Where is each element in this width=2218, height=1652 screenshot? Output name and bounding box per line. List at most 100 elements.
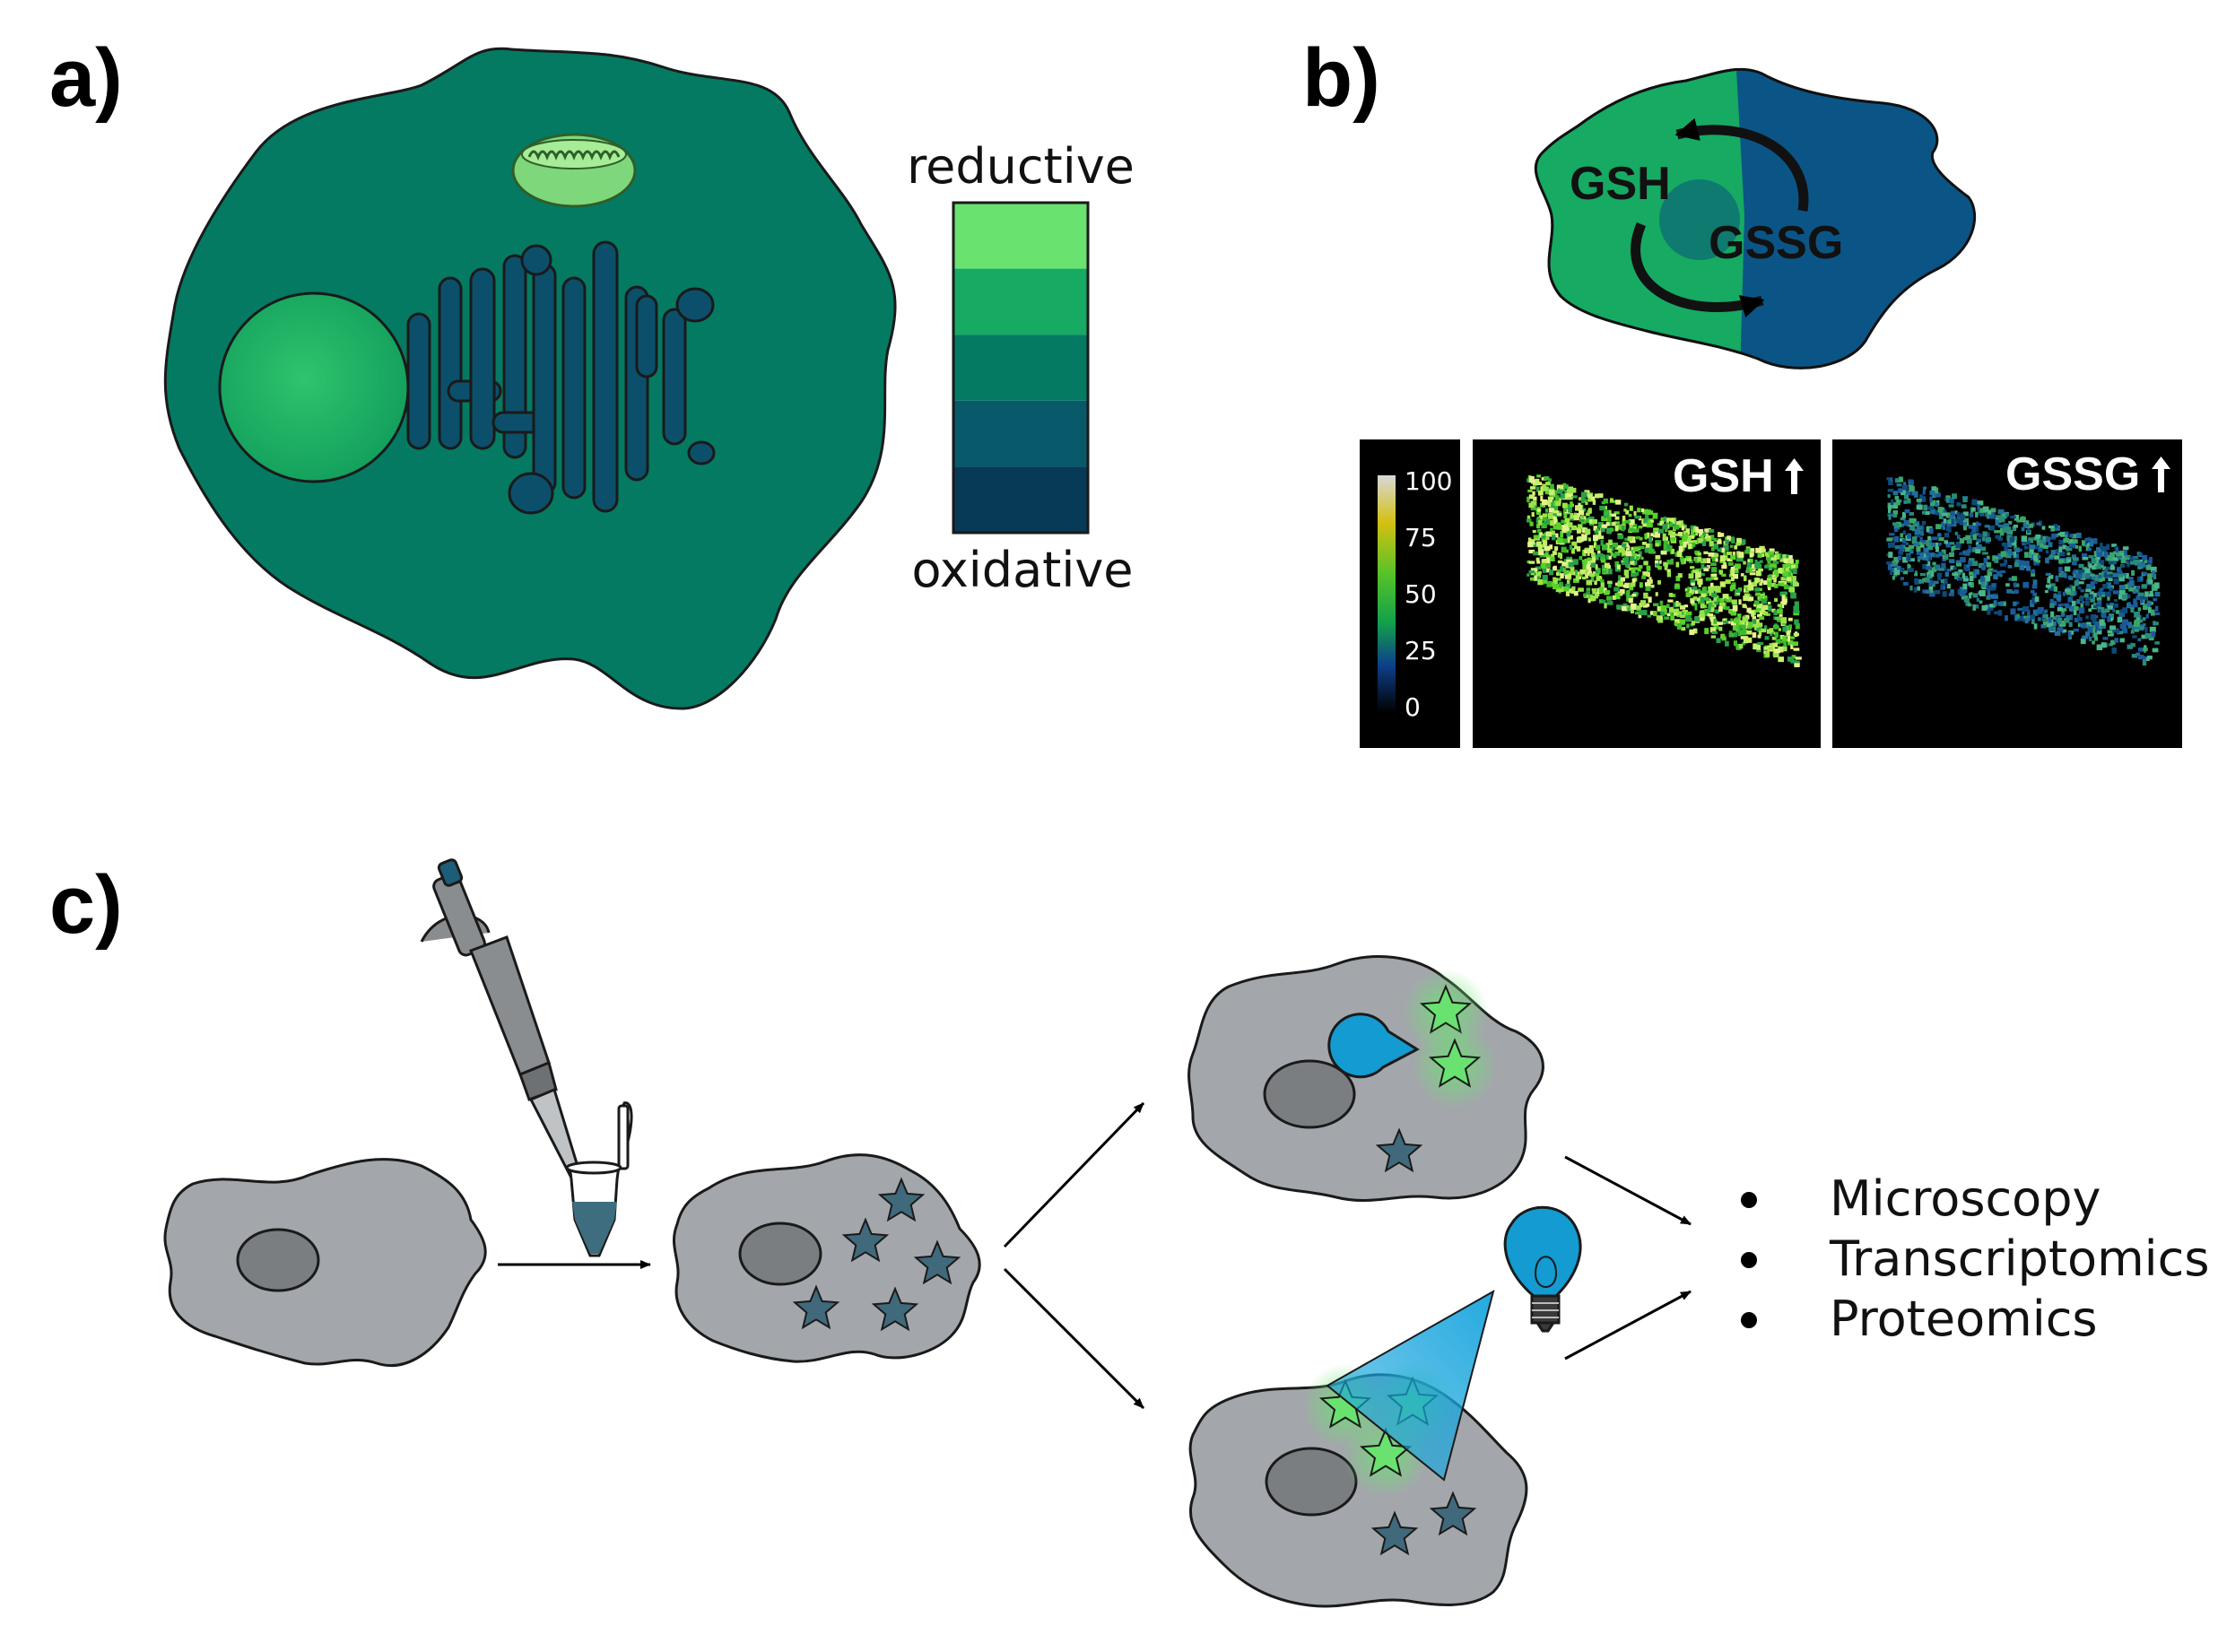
signal-speck — [2130, 607, 2135, 613]
signal-speck — [1711, 567, 1718, 573]
signal-speck — [2122, 592, 2128, 599]
signal-speck — [1762, 611, 1769, 616]
signal-speck — [1928, 586, 1934, 592]
signal-speck — [1609, 522, 1613, 526]
signal-speck — [2062, 544, 2067, 550]
signal-speck — [2048, 525, 2055, 529]
signal-speck — [1732, 625, 1738, 630]
signal-speck — [1558, 587, 1564, 592]
signal-speck — [2090, 596, 2095, 603]
signal-speck — [1759, 616, 1765, 621]
signal-speck — [2147, 573, 2153, 580]
signal-speck — [1576, 526, 1581, 534]
signal-speck — [1927, 574, 1933, 579]
signal-speck — [2129, 556, 2134, 561]
signal-speck — [2118, 589, 2126, 595]
signal-speck — [2027, 524, 2034, 528]
signal-speck — [1640, 600, 1647, 606]
signal-speck — [1914, 578, 1918, 581]
signal-speck — [2080, 603, 2083, 608]
signal-speck — [2009, 537, 2015, 543]
signal-speck — [1668, 593, 1674, 597]
signal-speck — [1566, 559, 1572, 564]
signal-speck — [1971, 507, 1976, 512]
light-beam — [1326, 1289, 1495, 1482]
signal-speck — [1711, 630, 1718, 635]
signal-speck — [1903, 494, 1909, 500]
signal-speck — [1669, 537, 1676, 542]
signal-speck — [2072, 543, 2076, 549]
signal-speck — [1647, 510, 1654, 516]
signal-speck — [1633, 528, 1640, 533]
signal-speck — [1771, 636, 1777, 640]
signal-speck — [2104, 552, 2109, 558]
signal-speck — [1566, 532, 1571, 537]
signal-speck — [2111, 628, 2118, 633]
signal-speck — [1937, 507, 1944, 513]
signal-speck — [1787, 554, 1793, 561]
signal-speck — [1760, 578, 1763, 584]
signal-speck — [2000, 530, 2005, 536]
signal-speck — [1697, 601, 1702, 604]
signal-speck — [1696, 597, 1700, 602]
signal-speck — [1971, 549, 1977, 552]
panel-a-cell-illustration — [163, 47, 897, 710]
signal-speck — [1916, 551, 1920, 555]
signal-speck — [1617, 591, 1623, 596]
signal-speck — [2141, 584, 2147, 589]
signal-speck — [1921, 540, 1926, 543]
signal-speck — [1598, 599, 1604, 604]
signal-speck — [1630, 556, 1635, 561]
signal-speck — [1740, 636, 1746, 639]
signal-speck — [2093, 622, 2100, 626]
signal-speck — [1925, 577, 1930, 583]
signal-speck — [1687, 587, 1691, 592]
signal-speck — [1636, 605, 1641, 610]
signal-speck — [1911, 526, 1916, 532]
signal-speck — [1538, 549, 1544, 555]
signal-speck — [1779, 647, 1784, 653]
signal-speck — [1765, 651, 1770, 657]
signal-speck — [1909, 524, 1915, 531]
signal-speck — [1710, 535, 1715, 541]
colorbar-tick-label: 0 — [1405, 692, 1421, 722]
signal-speck — [2133, 598, 2137, 604]
signal-speck — [2071, 534, 2076, 539]
signal-speck — [1553, 525, 1559, 530]
signal-speck — [1961, 572, 1966, 578]
signal-speck — [1631, 573, 1637, 578]
signal-speck — [1735, 543, 1741, 546]
signal-speck — [2040, 539, 2046, 543]
signal-speck — [1751, 569, 1756, 572]
signal-speck — [1956, 511, 1960, 517]
signal-speck — [1955, 560, 1961, 563]
signal-speck — [2103, 572, 2110, 578]
signal-speck — [1638, 545, 1645, 549]
signal-speck — [1708, 552, 1715, 557]
signal-speck — [1586, 579, 1593, 586]
signal-speck — [1535, 576, 1541, 581]
signal-speck — [1893, 557, 1900, 563]
signal-speck — [1680, 604, 1685, 608]
signal-speck — [2071, 554, 2076, 559]
signal-speck — [1953, 567, 1957, 570]
pipette-icon — [420, 858, 587, 1195]
signal-speck — [1908, 568, 1914, 572]
signal-speck — [1984, 512, 1988, 517]
signal-speck — [2065, 603, 2069, 609]
signal-speck — [1582, 535, 1587, 539]
signal-speck — [1604, 602, 1607, 609]
signal-speck — [1755, 547, 1761, 553]
signal-speck — [1563, 513, 1568, 519]
signal-speck — [1935, 543, 1942, 546]
signal-speck — [1927, 507, 1934, 510]
signal-speck — [1739, 539, 1746, 545]
signal-speck — [1689, 629, 1695, 636]
signal-speck — [1692, 628, 1698, 634]
signal-speck — [1551, 535, 1556, 541]
signal-speck — [1929, 496, 1933, 503]
signal-speck — [1532, 529, 1536, 534]
signal-speck — [2064, 558, 2070, 564]
signal-speck — [2144, 627, 2148, 633]
signal-speck — [1533, 551, 1539, 556]
